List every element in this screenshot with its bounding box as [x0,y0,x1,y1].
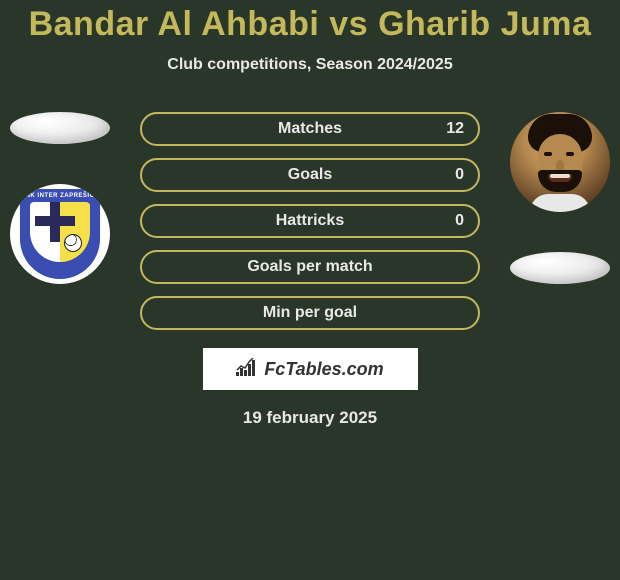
player-right-column [510,112,610,284]
comparison-card: Bandar Al Ahbabi vs Gharib Juma Club com… [0,0,620,428]
crest-shield [30,202,90,262]
stat-row-goals: Goals 0 [140,158,480,192]
player2-name-oval [510,252,610,284]
crest-cross-horizontal [35,216,75,226]
player1-club-badge: NK INTER ZAPREŠIĆ [10,184,110,284]
stat-label: Hattricks [276,212,344,230]
subtitle: Club competitions, Season 2024/2025 [0,56,620,74]
crest-ball-icon [64,234,82,252]
avatar-teeth [550,174,570,178]
title-vs: vs [329,5,368,43]
stat-label: Goals [288,166,332,184]
stat-right-value: 0 [455,212,464,230]
logo-text: FcTables.com [264,359,383,380]
avatar-collar [530,194,590,212]
content-area: NK INTER ZAPREŠIĆ [0,112,620,428]
stat-label: Goals per match [247,258,372,276]
chart-icon [236,358,258,381]
player1-name-oval [10,112,110,144]
avatar-eye-right [566,152,574,156]
avatar-face [510,112,610,212]
date: 19 february 2025 [0,408,620,428]
avatar-eye-left [544,152,552,156]
stat-row-hattricks: Hattricks 0 [140,204,480,238]
source-logo: FcTables.com [203,348,418,390]
page-title: Bandar Al Ahbabi vs Gharib Juma [0,5,620,44]
stats-list: Matches 12 Goals 0 Hattricks 0 Goals per… [140,112,480,330]
crest-text: NK INTER ZAPREŠIĆ [26,193,95,199]
stat-row-min-per-goal: Min per goal [140,296,480,330]
club-crest: NK INTER ZAPREŠIĆ [20,189,100,279]
title-player1: Bandar Al Ahbabi [29,5,320,43]
title-player2: Gharib Juma [378,5,591,43]
stat-label: Min per goal [263,304,357,322]
stat-row-goals-per-match: Goals per match [140,250,480,284]
stat-right-value: 12 [446,120,464,138]
stat-label: Matches [278,120,342,138]
player2-avatar [510,112,610,212]
player-left-column: NK INTER ZAPREŠIĆ [10,112,110,284]
stat-row-matches: Matches 12 [140,112,480,146]
stat-right-value: 0 [455,166,464,184]
